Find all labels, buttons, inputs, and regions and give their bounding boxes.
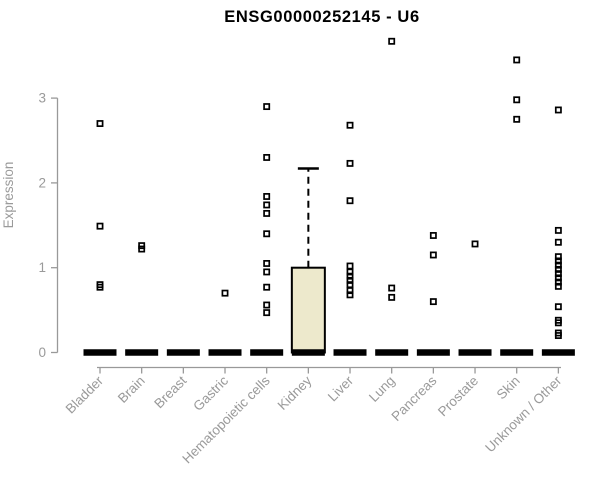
outlier-point	[346, 287, 354, 295]
chart-title: ENSG00000252145 - U6	[224, 8, 419, 26]
box-group	[458, 240, 492, 356]
outlier-point	[554, 278, 562, 286]
category-label: Lung	[366, 373, 398, 405]
outlier-point	[554, 238, 562, 246]
box-group	[83, 120, 117, 356]
outlier-point	[429, 232, 437, 239]
outlier-point	[554, 319, 562, 327]
outlier-point	[263, 209, 271, 217]
outlier-point	[346, 262, 354, 270]
box-series	[83, 37, 575, 356]
y-tick-label: 3	[38, 91, 46, 106]
median-bar	[375, 349, 409, 356]
outlier-point	[263, 301, 271, 309]
category-label: Pancreas	[389, 373, 440, 424]
outlier-point	[554, 303, 562, 311]
y-tick-label: 1	[38, 260, 46, 275]
median-bar	[333, 349, 367, 356]
outlier-point	[221, 289, 229, 297]
box-group	[166, 349, 200, 356]
box-group	[541, 106, 575, 356]
outlier-point	[263, 201, 271, 209]
y-axis: 0 1 2 3	[38, 91, 59, 360]
outlier-point	[388, 37, 396, 45]
box-group	[375, 37, 409, 356]
outlier-point	[138, 245, 146, 253]
outlier-point	[513, 115, 521, 123]
outlier-point	[96, 222, 104, 230]
outlier-point	[96, 120, 104, 127]
box-group	[250, 103, 284, 356]
outlier-point	[554, 226, 562, 234]
y-axis-title: Expression	[1, 162, 16, 229]
y-tick-label: 2	[38, 175, 46, 190]
outlier-point	[263, 260, 271, 267]
y-tick-label: 0	[38, 345, 46, 360]
median-bar	[291, 349, 325, 356]
box-group	[416, 232, 450, 356]
outlier-point	[346, 197, 354, 205]
box-group	[125, 242, 159, 356]
median-bar	[125, 349, 159, 356]
category-label: Brain	[115, 373, 148, 406]
outlier-point	[554, 106, 562, 114]
outlier-point	[554, 257, 562, 265]
box-group	[333, 121, 367, 356]
outlier-point	[554, 282, 562, 290]
category-label: Gastric	[190, 373, 231, 414]
median-bar	[416, 349, 450, 356]
outlier-point	[429, 298, 437, 306]
category-label: Skin	[494, 373, 523, 402]
outlier-point	[429, 251, 437, 259]
box	[290, 266, 326, 354]
median-bar	[83, 349, 117, 356]
median-bar	[250, 349, 284, 356]
outlier-point	[346, 159, 354, 167]
outlier-point	[554, 265, 562, 273]
median-bar	[208, 349, 242, 356]
box-group	[208, 289, 242, 356]
category-label: Bladder	[63, 373, 107, 417]
outlier-point	[388, 293, 396, 301]
box-group	[500, 56, 534, 356]
median-bar	[458, 349, 492, 356]
outlier-point	[554, 332, 562, 339]
category-label: Kidney	[275, 373, 315, 413]
outlier-point	[346, 291, 354, 299]
outlier-point	[388, 284, 396, 292]
outlier-point	[554, 270, 562, 278]
median-bar	[166, 349, 200, 356]
outlier-point	[346, 121, 354, 129]
outlier-point	[346, 281, 354, 289]
outlier-point	[263, 309, 271, 317]
outlier-point	[513, 56, 521, 64]
median-bar	[541, 349, 575, 356]
outlier-point	[263, 193, 271, 200]
category-label: Unknown / Other	[482, 373, 565, 456]
outlier-point	[554, 253, 562, 261]
median-bar	[500, 349, 534, 356]
outlier-point	[513, 96, 521, 104]
outlier-point	[346, 276, 354, 284]
outlier-point	[263, 103, 271, 111]
box-group	[290, 167, 326, 356]
category-label: Prostate	[435, 373, 481, 419]
outlier-point	[471, 240, 479, 248]
outlier-point	[263, 283, 271, 291]
outlier-point	[96, 283, 104, 291]
outlier-point	[263, 230, 271, 238]
category-label: Liver	[325, 373, 357, 405]
outlier-point	[346, 268, 354, 276]
outlier-point	[554, 261, 562, 269]
outlier-point	[554, 274, 562, 282]
outlier-point	[263, 268, 271, 276]
outlier-point	[346, 272, 354, 280]
category-label: Breast	[151, 373, 189, 411]
outlier-point	[263, 154, 271, 161]
